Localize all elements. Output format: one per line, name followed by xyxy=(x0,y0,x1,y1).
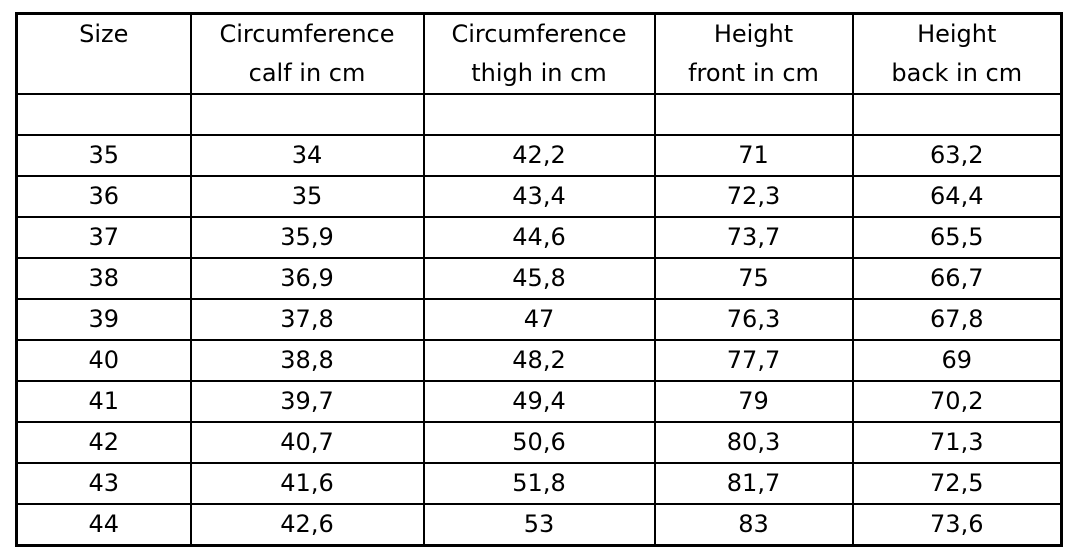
cell-height-front: 73,7 xyxy=(653,216,854,259)
cell-calf: 36,9 xyxy=(189,257,425,300)
table-row: 44 42,6 53 83 73,6 xyxy=(15,503,1063,547)
header-size: Size xyxy=(15,12,192,54)
header-height-front: Height xyxy=(653,12,854,54)
cell-calf: 35 xyxy=(189,175,425,218)
table-body: 35 34 42,2 71 63,2 36 35 43,4 72,3 64,4 37 35,9 44,6… xyxy=(15,134,1063,547)
empty-cell xyxy=(15,93,192,136)
empty-cell xyxy=(189,93,425,136)
empty-spacer-row xyxy=(15,93,1063,136)
table-row: 38 36,9 45,8 75 66,7 xyxy=(15,257,1063,300)
cell-size: 41 xyxy=(15,380,192,423)
header-calf-unit: calf in cm xyxy=(189,54,425,95)
header-row-2: calf in cm thigh in cm front in cm back … xyxy=(15,54,1063,95)
table-row: 39 37,8 47 76,3 67,8 xyxy=(15,298,1063,341)
empty-cell xyxy=(851,93,1063,136)
cell-calf: 35,9 xyxy=(189,216,425,259)
cell-height-back: 72,5 xyxy=(851,462,1063,505)
cell-thigh: 51,8 xyxy=(422,462,656,505)
cell-size: 38 xyxy=(15,257,192,300)
cell-height-front: 77,7 xyxy=(653,339,854,382)
cell-size: 35 xyxy=(15,134,192,177)
cell-thigh: 45,8 xyxy=(422,257,656,300)
cell-height-back: 69 xyxy=(851,339,1063,382)
table-row: 36 35 43,4 72,3 64,4 xyxy=(15,175,1063,218)
cell-height-back: 73,6 xyxy=(851,503,1063,547)
cell-height-front: 75 xyxy=(653,257,854,300)
cell-thigh: 42,2 xyxy=(422,134,656,177)
table-row: 43 41,6 51,8 81,7 72,5 xyxy=(15,462,1063,505)
cell-height-front: 79 xyxy=(653,380,854,423)
cell-thigh: 44,6 xyxy=(422,216,656,259)
empty-cell xyxy=(653,93,854,136)
cell-size: 39 xyxy=(15,298,192,341)
table-row: 37 35,9 44,6 73,7 65,5 xyxy=(15,216,1063,259)
cell-calf: 39,7 xyxy=(189,380,425,423)
cell-height-back: 63,2 xyxy=(851,134,1063,177)
cell-size: 44 xyxy=(15,503,192,547)
cell-height-back: 65,5 xyxy=(851,216,1063,259)
cell-height-back: 66,7 xyxy=(851,257,1063,300)
cell-thigh: 50,6 xyxy=(422,421,656,464)
cell-size: 36 xyxy=(15,175,192,218)
cell-height-front: 72,3 xyxy=(653,175,854,218)
cell-height-back: 67,8 xyxy=(851,298,1063,341)
header-row-1: Size Circumference Circumference Height … xyxy=(15,12,1063,54)
cell-height-front: 71 xyxy=(653,134,854,177)
cell-thigh: 48,2 xyxy=(422,339,656,382)
cell-thigh: 49,4 xyxy=(422,380,656,423)
cell-calf: 37,8 xyxy=(189,298,425,341)
header-front-unit: front in cm xyxy=(653,54,854,95)
table-row: 35 34 42,2 71 63,2 xyxy=(15,134,1063,177)
cell-height-front: 83 xyxy=(653,503,854,547)
cell-size: 40 xyxy=(15,339,192,382)
cell-calf: 40,7 xyxy=(189,421,425,464)
header-circumference-thigh: Circumference xyxy=(422,12,656,54)
cell-height-back: 71,3 xyxy=(851,421,1063,464)
header-height-back: Height xyxy=(851,12,1063,54)
header-back-unit: back in cm xyxy=(851,54,1063,95)
cell-height-back: 70,2 xyxy=(851,380,1063,423)
cell-height-front: 81,7 xyxy=(653,462,854,505)
cell-height-front: 76,3 xyxy=(653,298,854,341)
empty-cell xyxy=(422,93,656,136)
header-thigh-unit: thigh in cm xyxy=(422,54,656,95)
cell-calf: 42,6 xyxy=(189,503,425,547)
cell-size: 37 xyxy=(15,216,192,259)
cell-calf: 38,8 xyxy=(189,339,425,382)
cell-calf: 34 xyxy=(189,134,425,177)
cell-height-back: 64,4 xyxy=(851,175,1063,218)
cell-calf: 41,6 xyxy=(189,462,425,505)
size-chart-table: Size Circumference Circumference Height … xyxy=(15,12,1063,547)
cell-thigh: 53 xyxy=(422,503,656,547)
cell-height-front: 80,3 xyxy=(653,421,854,464)
header-size-unit xyxy=(15,54,192,95)
cell-thigh: 47 xyxy=(422,298,656,341)
cell-size: 42 xyxy=(15,421,192,464)
header-circumference-calf: Circumference xyxy=(189,12,425,54)
cell-thigh: 43,4 xyxy=(422,175,656,218)
cell-size: 43 xyxy=(15,462,192,505)
table-row: 41 39,7 49,4 79 70,2 xyxy=(15,380,1063,423)
table-row: 40 38,8 48,2 77,7 69 xyxy=(15,339,1063,382)
table-row: 42 40,7 50,6 80,3 71,3 xyxy=(15,421,1063,464)
